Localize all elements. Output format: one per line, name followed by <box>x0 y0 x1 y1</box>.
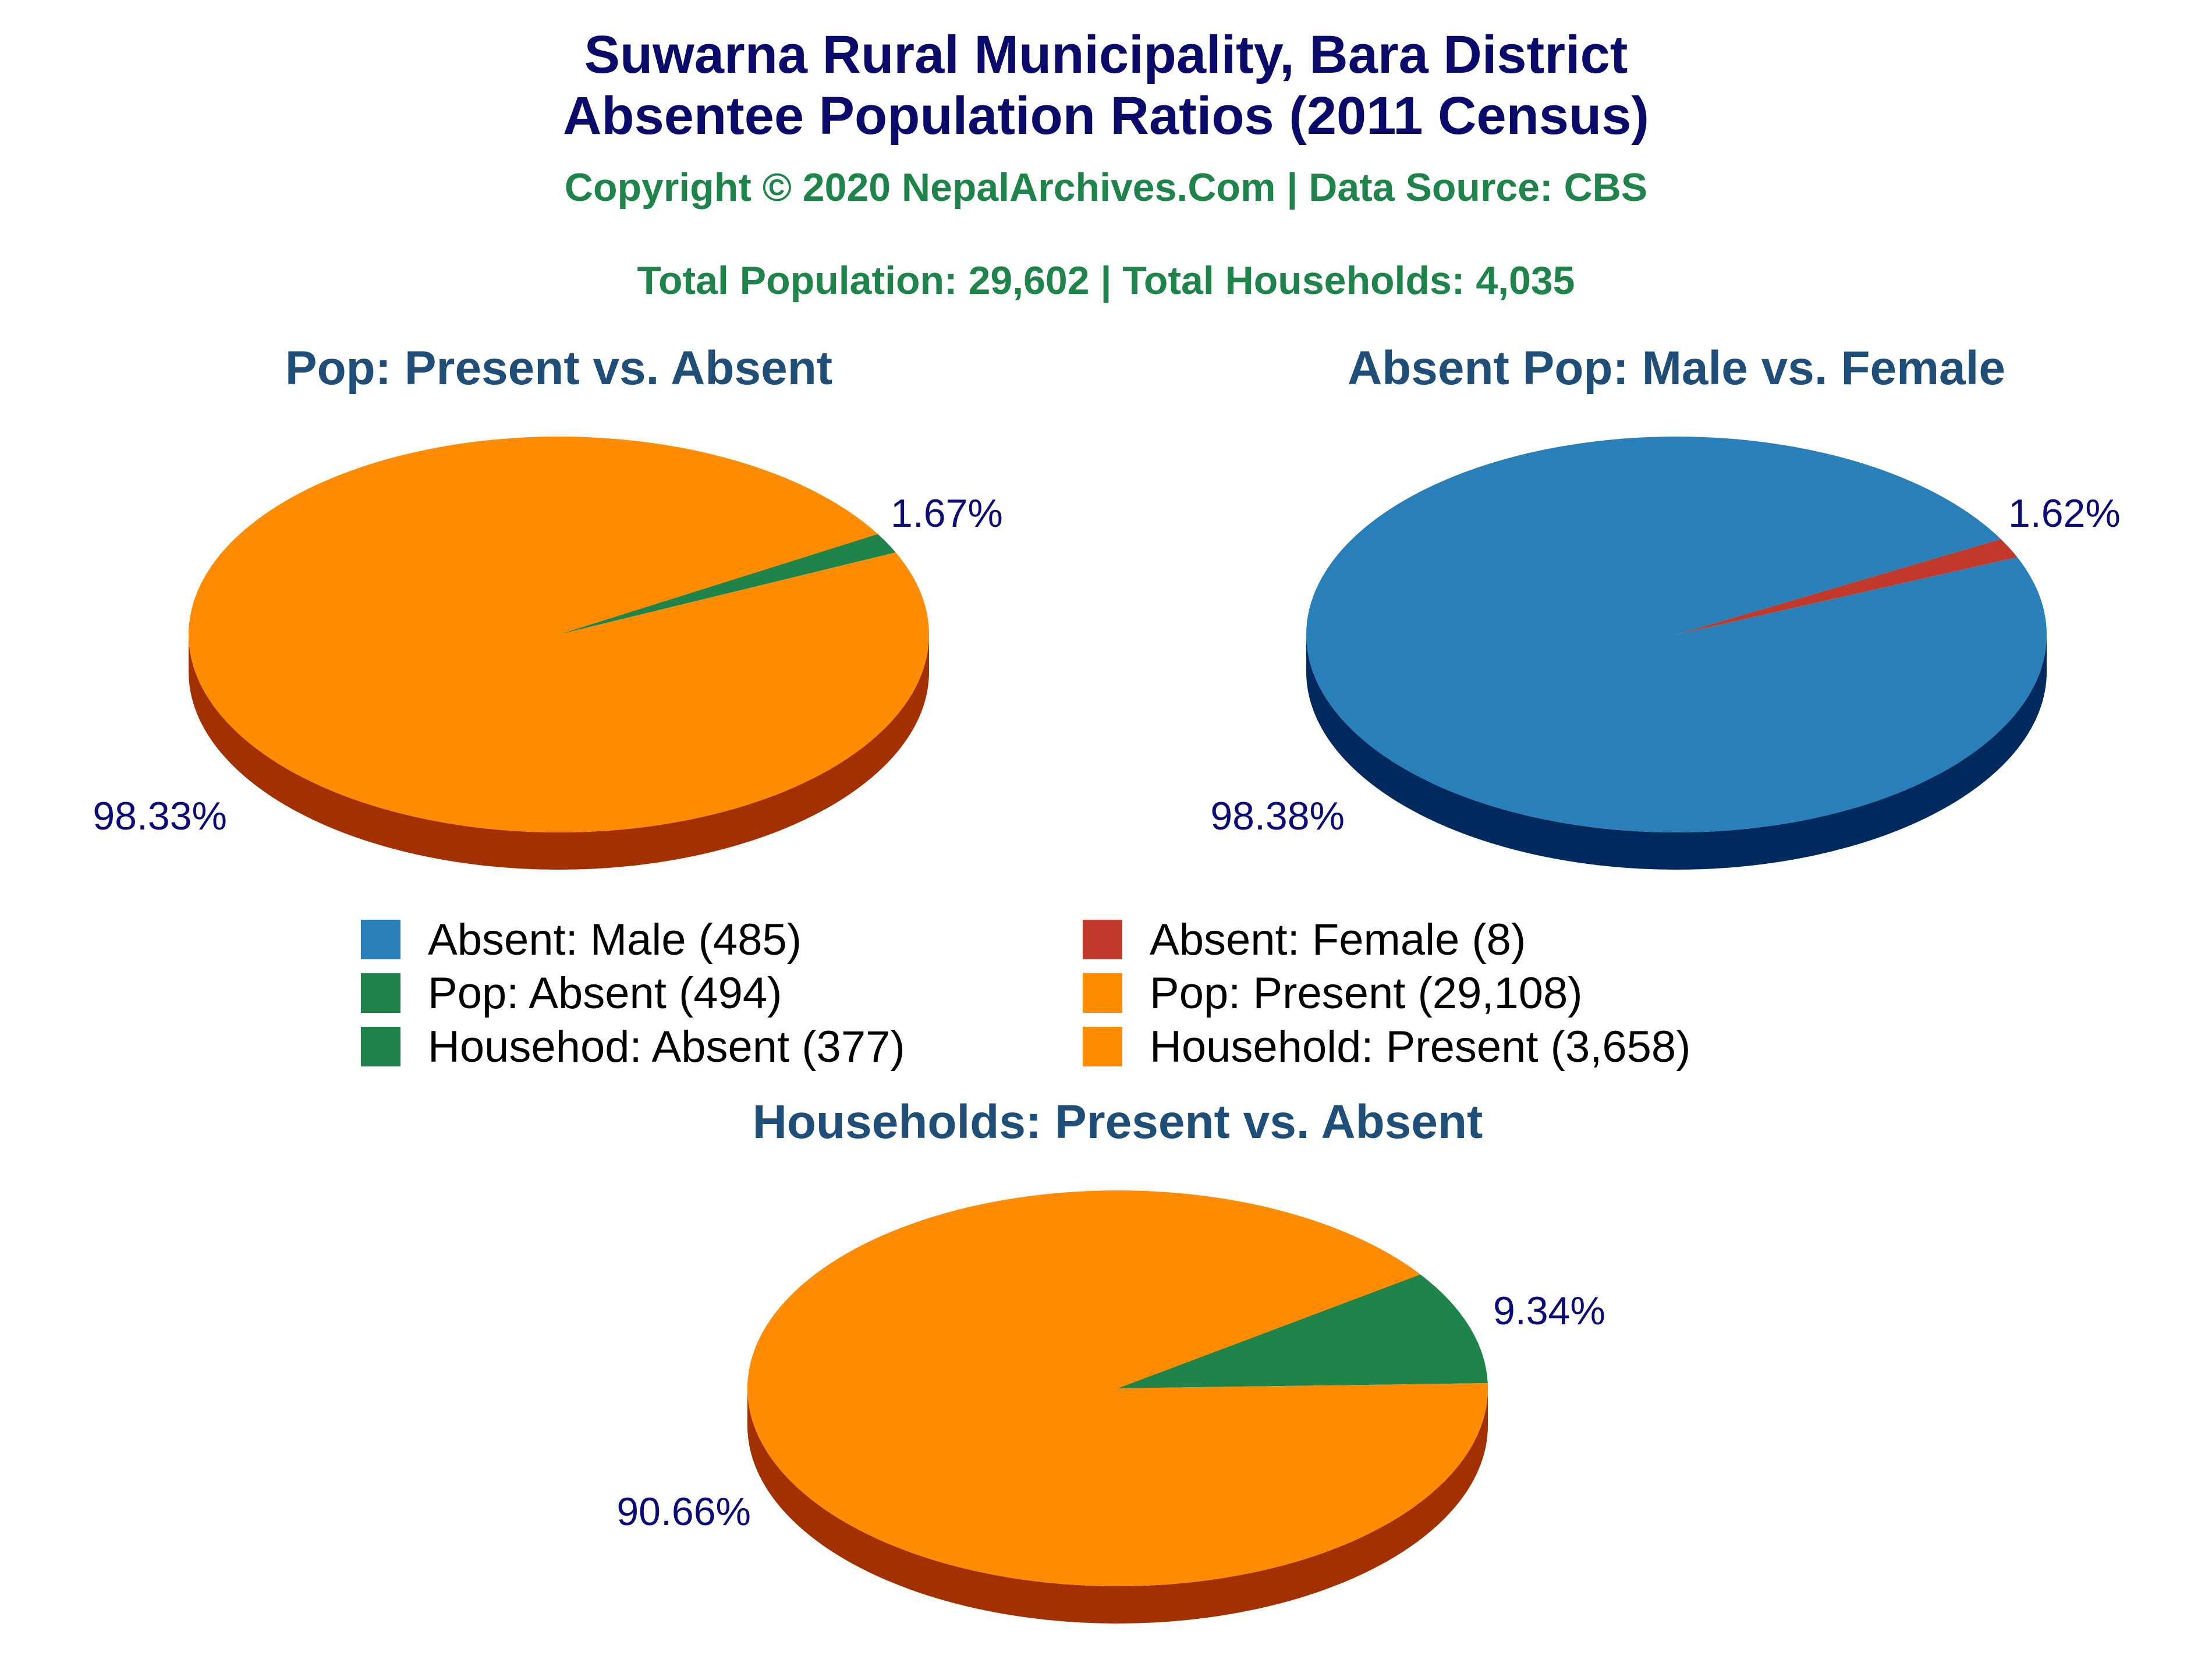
pie-label-pop-present: 98.33% <box>93 794 227 838</box>
pie-label-absent-female: 1.62% <box>2008 491 2121 536</box>
legend-swatch-absent-female-8 <box>1083 920 1122 959</box>
pie-label-absent-male: 98.38% <box>1210 794 1345 838</box>
pie-slice-absent-female <box>1676 538 2018 634</box>
pie-slice-househod-absent <box>1118 1274 1488 1388</box>
legend-swatch-absent-male-485 <box>361 920 400 959</box>
legend-label-househod-absent-377: Househod: Absent (377) <box>428 1022 905 1072</box>
legend-swatch-pop-absent-494 <box>361 973 400 1013</box>
pie-slice-household-present <box>747 1190 1488 1587</box>
totals-line: Total Population: 29,602 | Total Househo… <box>637 258 1575 303</box>
pie-label-household-present: 90.66% <box>616 1490 751 1534</box>
pie-slice-absent-male <box>1306 437 2047 833</box>
legend-swatch-household-present-3-658 <box>1083 1027 1122 1066</box>
pie-slice-pop-absent <box>559 534 896 634</box>
legend-swatch-househod-absent-377 <box>361 1027 400 1066</box>
legend-swatch-pop-present-29-108 <box>1083 973 1122 1013</box>
pie-label-pop-absent: 1.67% <box>891 491 1003 536</box>
pie-title: Pop: Present vs. Absent <box>285 342 832 395</box>
pie-households: Households: Present vs. Absent 9.34% 90.66… <box>616 1096 1605 1623</box>
legend-label-absent-male-485: Absent: Male (485) <box>428 915 802 965</box>
legend-label-household-present-3-658: Household: Present (3,658) <box>1150 1022 1690 1072</box>
chart-title-line2: Absentee Population Ratios (2011 Census) <box>563 86 1649 146</box>
pie-population: Pop: Present vs. Absent 1.67% 98.33% <box>93 342 1003 870</box>
pie-absent-gender: Absent Pop: Male vs. Female 1.62% 98.38% <box>1210 342 2121 870</box>
pie-side-absent-male <box>1306 634 2047 870</box>
chart-title-line1: Suwarna Rural Municipality, Bara Distric… <box>584 25 1628 84</box>
pie-title: Households: Present vs. Absent <box>753 1096 1483 1148</box>
pie-label-househod-absent: 9.34% <box>1493 1289 1605 1333</box>
pie-slice-pop-present <box>188 437 929 832</box>
pie-title: Absent Pop: Male vs. Female <box>1348 342 2005 395</box>
pie-side-pop-present <box>189 634 929 870</box>
legend-label-pop-present-29-108: Pop: Present (29,108) <box>1150 969 1583 1018</box>
copyright-line: Copyright © 2020 NepalArchives.Com | Dat… <box>565 165 1647 210</box>
legend-label-absent-female-8: Absent: Female (8) <box>1150 915 1526 965</box>
legend: Absent: Male (485) Absent: Female (8)Pop:… <box>361 915 1690 1072</box>
pie-side-household-present <box>747 1388 1488 1623</box>
legend-label-pop-absent-494: Pop: Absent (494) <box>428 969 782 1018</box>
